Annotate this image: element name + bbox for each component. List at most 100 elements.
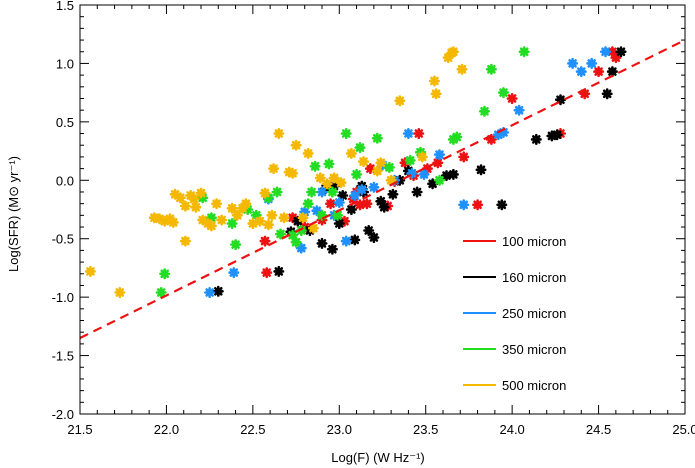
data-point (606, 46, 618, 58)
data-point (302, 147, 314, 159)
fit-line (79, 39, 686, 340)
data-point (406, 167, 418, 179)
data-point (292, 215, 304, 227)
legend: 100 micron 160 micron 250 micron 350 micron… (463, 234, 566, 393)
x-tick-label: 25.0 (672, 422, 695, 437)
data-point (332, 209, 344, 221)
data-point (354, 142, 366, 154)
data-point (155, 287, 167, 298)
data-point (371, 132, 383, 144)
data-point (447, 168, 459, 180)
legend-label: 350 micron (502, 342, 566, 357)
data-point (212, 285, 224, 297)
data-point (402, 128, 414, 139)
data-point (546, 130, 558, 142)
data-point (434, 149, 445, 161)
data-point (231, 209, 243, 221)
data-point (159, 215, 171, 227)
data-point (428, 75, 440, 87)
data-point (314, 172, 326, 184)
data-point (179, 235, 191, 247)
data-point (316, 186, 328, 198)
data-point (262, 192, 274, 204)
data-point (174, 192, 186, 204)
fit-line-layer (79, 39, 686, 340)
data-point (579, 88, 591, 100)
data-point (268, 163, 280, 175)
data-point (349, 234, 361, 246)
x-tick-label: 24.5 (586, 422, 611, 437)
data-point (321, 178, 333, 190)
x-axis-title: Log(F) (W Hz⁻¹) (331, 450, 425, 465)
data-point (247, 218, 259, 229)
data-point (555, 94, 566, 106)
data-point (364, 163, 376, 175)
data-point (307, 222, 319, 234)
data-point (530, 133, 542, 145)
data-point (411, 186, 423, 198)
data-point (278, 212, 290, 224)
data-point (167, 216, 179, 228)
data-point (345, 147, 357, 159)
data-point (335, 177, 347, 189)
data-point (309, 160, 321, 172)
data-point (188, 193, 200, 205)
data-point (204, 287, 216, 298)
x-tick-label: 23.0 (327, 422, 352, 437)
data-point (551, 129, 563, 141)
data-point (485, 133, 497, 145)
data-point (615, 46, 627, 58)
data-point (169, 188, 181, 200)
data-point (601, 88, 613, 100)
data-point (216, 214, 228, 226)
x-tick-label: 22.5 (240, 422, 265, 437)
data-point (297, 212, 309, 224)
data-point (159, 268, 171, 280)
data-point (506, 93, 518, 104)
data-point (385, 174, 397, 186)
y-tick-label: 1.0 (56, 56, 74, 71)
data-point (273, 265, 285, 277)
data-point (323, 158, 335, 170)
data-point (575, 66, 587, 78)
data-point (415, 146, 426, 158)
data-point (226, 218, 238, 229)
data-point (593, 66, 605, 78)
data-point (498, 126, 509, 138)
y-tick-label: -2.0 (52, 407, 74, 422)
data-point (351, 168, 363, 180)
data-point (586, 57, 598, 69)
data-point (458, 151, 470, 163)
data-point (190, 201, 202, 213)
legend-label: 500 micron (502, 378, 566, 393)
data-point (197, 192, 209, 204)
data-point (485, 63, 497, 75)
data-point (368, 232, 380, 243)
x-tick-label: 24.0 (499, 422, 524, 437)
data-point (610, 52, 622, 64)
y-tick-label: -1.0 (52, 290, 74, 305)
data-point (447, 46, 459, 58)
data-point (148, 212, 160, 224)
data-point (378, 201, 390, 213)
data-point (237, 202, 248, 214)
data-point (418, 168, 430, 180)
data-point (316, 209, 328, 221)
y-axis-title: Log(SFR) (M⊙ yr⁻¹) (6, 156, 21, 272)
data-point (242, 204, 254, 215)
data-point (226, 202, 238, 214)
data-point (261, 267, 273, 279)
data-point (228, 267, 240, 279)
data-point (354, 199, 366, 211)
data-point (606, 66, 618, 78)
data-point (262, 219, 274, 231)
data-point (211, 198, 223, 210)
data-point (205, 212, 217, 224)
data-point (333, 197, 345, 208)
y-tick-label: 1.5 (56, 0, 74, 13)
data-point (273, 128, 285, 139)
data-point (513, 104, 525, 116)
data-point (295, 242, 307, 254)
